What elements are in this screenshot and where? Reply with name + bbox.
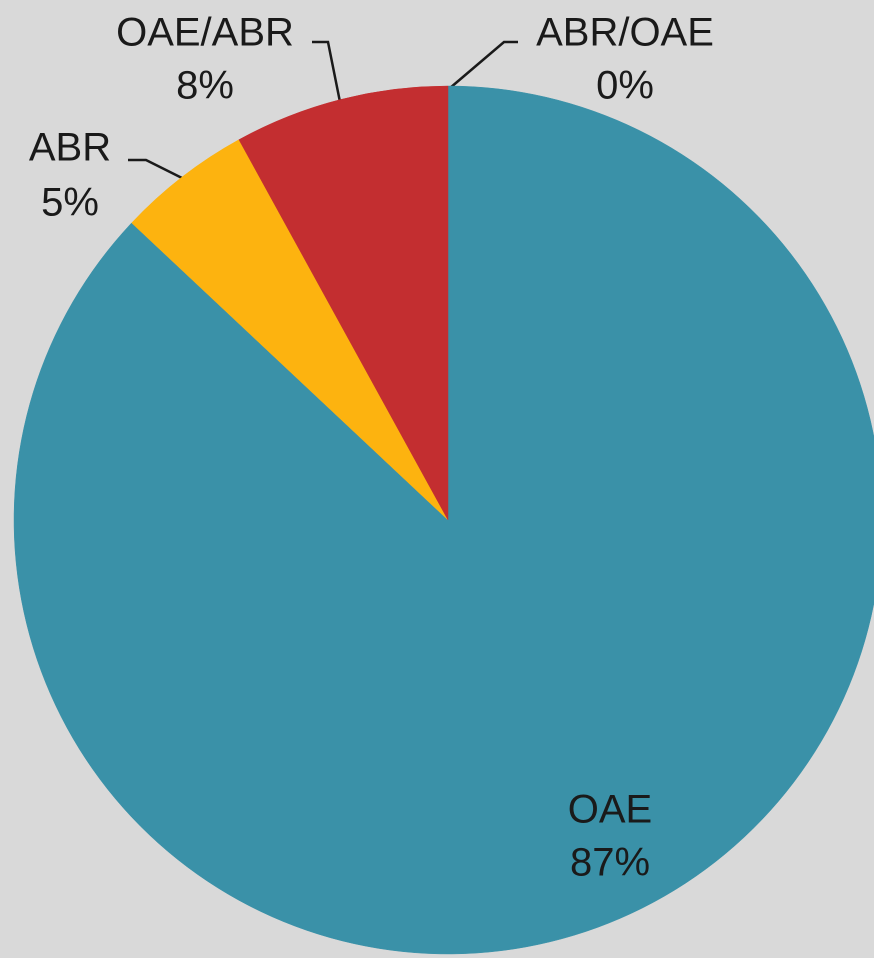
pie-slice <box>238 85 449 521</box>
leader-line <box>128 158 183 180</box>
data-label: 0% <box>596 64 654 108</box>
slice-label: OAE <box>568 788 652 832</box>
leader-line <box>312 40 342 103</box>
slice-label: ABR <box>29 126 111 170</box>
data-label: 8% <box>176 64 234 108</box>
data-label: 87% <box>570 841 650 885</box>
pie-slice <box>13 85 874 955</box>
leader-line <box>449 40 518 89</box>
slice-label: OAE/ABR <box>116 11 294 55</box>
slice-label: ABR/OAE <box>536 11 714 55</box>
data-label: 5% <box>41 181 99 225</box>
